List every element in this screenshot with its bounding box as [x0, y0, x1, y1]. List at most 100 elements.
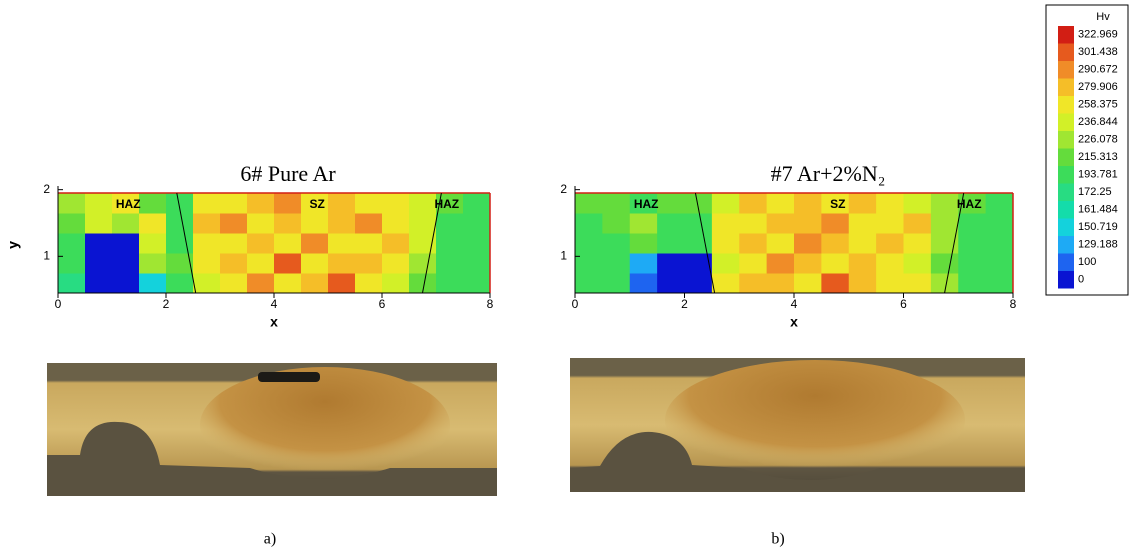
contour-cell: [85, 253, 113, 274]
contour-cell: [629, 193, 658, 214]
contour-cell: [684, 193, 713, 214]
colorbar-label: 0: [1078, 274, 1084, 286]
contour-cell: [274, 193, 302, 214]
contour-cell: [220, 213, 248, 234]
zone-label: SZ: [310, 197, 325, 211]
contour-cell: [575, 253, 603, 274]
contour-cell: [794, 233, 822, 254]
contour-cell: [301, 273, 329, 294]
contour-cell: [575, 213, 603, 234]
contour-cell: [848, 273, 877, 294]
contour-cell: [766, 273, 795, 294]
contour-cell: [409, 253, 437, 274]
colorbar-swatch: [1058, 113, 1074, 131]
contour-cell: [139, 193, 167, 214]
contour-cell: [220, 253, 248, 274]
y-tick-label: 1: [560, 249, 567, 263]
contour-cell: [112, 213, 140, 234]
contour-cell: [382, 193, 410, 214]
contour-cell: [247, 273, 275, 294]
contour-cell: [985, 273, 1014, 294]
contour-cell: [848, 253, 877, 274]
contour-cell: [382, 253, 410, 274]
contour-cell: [382, 213, 410, 234]
contour-cell: [355, 193, 383, 214]
contour-cell: [58, 233, 86, 254]
contour-cell: [409, 213, 437, 234]
contour-cell: [112, 193, 140, 214]
contour-cell: [166, 233, 194, 254]
contour-cell: [903, 273, 932, 294]
zone-label: SZ: [830, 197, 845, 211]
colorbar-label: 150.719: [1078, 221, 1118, 233]
contour-cell: [301, 213, 329, 234]
x-tick-label: 0: [572, 297, 579, 311]
contour-cell: [166, 193, 194, 214]
contour-cell: [848, 213, 877, 234]
colorbar-label: 290.672: [1078, 64, 1118, 76]
chart-title: #7 Ar+2%N₂: [771, 161, 886, 186]
contour-cell: [848, 233, 877, 254]
micrograph: [570, 358, 1025, 492]
zone-boundary: [176, 192, 197, 294]
x-axis-label: x: [790, 314, 798, 330]
colorbar-label: 236.844: [1078, 116, 1118, 128]
contour-cell: [930, 193, 959, 214]
contour-cell: [711, 273, 740, 294]
zone-boundary: [944, 192, 965, 294]
caption: a): [264, 531, 276, 548]
contour-cell: [436, 233, 464, 254]
contour-cell: [139, 213, 167, 234]
contour-cell: [247, 233, 275, 254]
contour-cell: [903, 253, 932, 274]
y-axis-label: y: [5, 241, 21, 249]
contour-cell: [821, 233, 850, 254]
colorbar-label: 322.969: [1078, 29, 1118, 41]
colorbar-swatch: [1058, 218, 1074, 236]
contour-cell: [328, 253, 356, 274]
zone-label: HAZ: [116, 197, 141, 211]
colorbar-label: 129.188: [1078, 239, 1118, 251]
contour-cell: [274, 253, 302, 274]
contour-cell: [958, 193, 987, 214]
contour-cell: [985, 233, 1014, 254]
colorbar-swatch: [1058, 183, 1074, 201]
contour-cell: [463, 273, 491, 294]
contour-cell: [766, 253, 795, 274]
contour-cell: [930, 273, 959, 294]
contour-cell: [85, 213, 113, 234]
contour-cell: [629, 253, 658, 274]
contour-cell: [876, 273, 904, 294]
contour-cell: [958, 273, 987, 294]
contour-cell: [355, 253, 383, 274]
contour-cell: [766, 213, 795, 234]
colorbar-swatch: [1058, 253, 1074, 271]
contour-cell: [794, 193, 822, 214]
contour-cell: [85, 233, 113, 254]
y-tick-label: 2: [43, 182, 50, 196]
contour-cell: [220, 273, 248, 294]
contour-cell: [821, 213, 850, 234]
contour-cell: [193, 273, 221, 294]
contour-cell: [58, 273, 86, 294]
contour-cell: [328, 213, 356, 234]
contour-cell: [629, 233, 658, 254]
zone-label: HAZ: [434, 197, 459, 211]
contour-cell: [684, 253, 713, 274]
contour-cell: [684, 273, 713, 294]
contour-cell: [958, 233, 987, 254]
contour-cell: [794, 253, 822, 274]
contour-cell: [328, 233, 356, 254]
contour-cell: [657, 193, 685, 214]
colorbar-swatch: [1058, 236, 1074, 254]
contour-cell: [739, 273, 768, 294]
contour-cell: [684, 213, 713, 234]
contour-cell: [247, 213, 275, 234]
contour-cell: [328, 273, 356, 294]
contour-cell: [766, 233, 795, 254]
contour-cell: [602, 193, 631, 214]
contour-cell: [629, 213, 658, 234]
